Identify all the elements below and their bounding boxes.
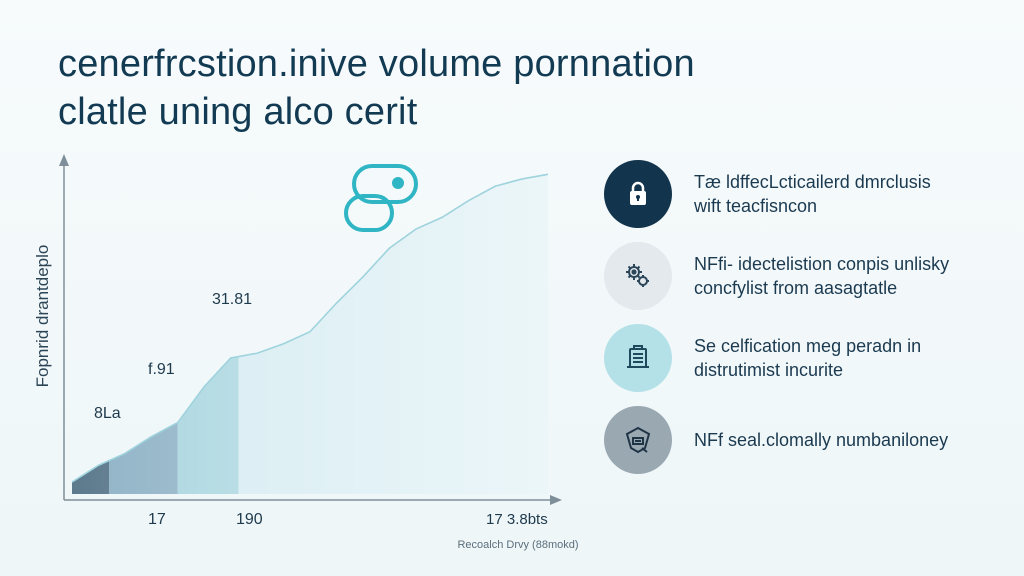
x-axis-arrow <box>550 495 562 505</box>
feature-badge-2 <box>604 242 672 310</box>
page-title: cenerfrcstion.inive volume pornnation cl… <box>58 40 818 136</box>
feature-item-2: NFfi- idectelistion conpis unlisky concf… <box>604 242 1004 324</box>
feature-item-3: Se celfication meg peradn in distrutimis… <box>604 324 1004 406</box>
area-chart: Fopnrid drantdeplo 8La f.91 31.81 17 190… <box>33 154 579 551</box>
feature-text-2: NFfi- idectelistion conpis unlisky concf… <box>694 252 1004 300</box>
feature-text-3: Se celfication meg peradn in distrutimis… <box>694 334 1004 382</box>
feature-4-line-1: NFf seal.clomally numbaniloney <box>694 430 949 450</box>
feature-3-line-2: distrutimist incurite <box>694 360 844 380</box>
feature-1-line-2: wift teacfisncon <box>694 196 818 216</box>
y-annotation-2: f.91 <box>148 361 175 378</box>
gears-icon <box>626 264 649 287</box>
feature-badge-3 <box>604 324 672 392</box>
document-icon <box>627 345 649 368</box>
feature-item-4: NFf seal.clomally numbaniloney <box>604 406 1004 488</box>
title-line-1: cenerfrcstion.inive volume pornnation <box>58 43 695 85</box>
feature-badge-4 <box>604 406 672 474</box>
lock-icon <box>630 181 646 205</box>
area-fade <box>72 174 548 494</box>
y-axis-arrow <box>59 154 69 166</box>
feature-badge-1 <box>604 160 672 228</box>
feature-2-line-2: concfylist from aasagtatle <box>694 278 898 298</box>
link-icon <box>344 164 418 232</box>
series-line <box>71 173 549 483</box>
x-tick-2: 190 <box>236 511 263 528</box>
feature-3-line-1: Se celfication meg peradn in <box>694 336 922 356</box>
feature-1-line-1: Tæ ldffecLcticailerd dmrclusis <box>694 172 931 192</box>
x-axis-label: Recoalch Drvy (88mokd) <box>457 539 578 551</box>
title-line-2: clatle uning alco cerit <box>58 91 418 133</box>
feature-list: Tæ ldffecLcticailerd dmrclusis wift teac… <box>604 160 1004 488</box>
x-tick-1: 17 <box>148 511 166 528</box>
feature-2-line-1: NFfi- idectelistion conpis unlisky <box>694 254 950 274</box>
feature-text-1: Tæ ldffecLcticailerd dmrclusis wift teac… <box>694 170 1004 218</box>
x-tick-3: 17 3.8bts <box>486 511 548 528</box>
y-axis-label: Fopnrid drantdeplo <box>33 245 52 388</box>
y-annotation-3: 31.81 <box>212 291 252 308</box>
feature-text-4: NFf seal.clomally numbaniloney <box>694 428 1004 452</box>
feature-item-1: Tæ ldffecLcticailerd dmrclusis wift teac… <box>604 160 1004 242</box>
shield-icon <box>625 426 651 454</box>
y-annotation-1: 8La <box>94 405 121 422</box>
